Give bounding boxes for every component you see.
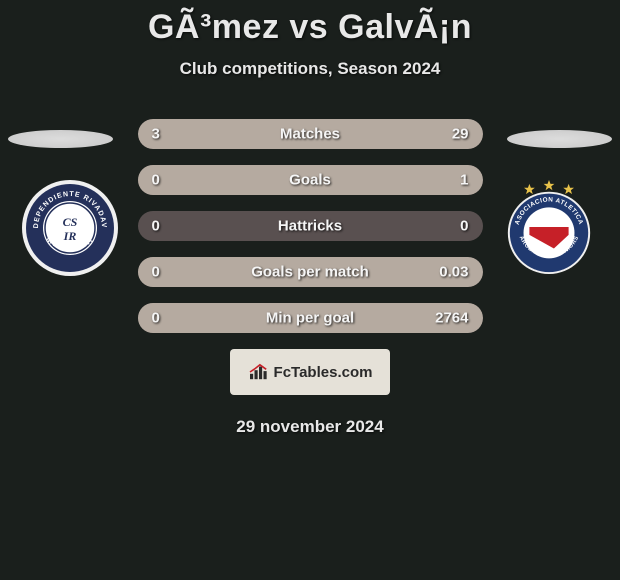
stat-row: 0 Hattricks 0 xyxy=(138,211,483,241)
stat-value-right: 0 xyxy=(460,218,468,235)
stat-row: 0 Goals 1 xyxy=(138,165,483,195)
page-title: GÃ³mez vs GalvÃ¡n xyxy=(0,8,620,47)
stat-value-right: 2764 xyxy=(435,310,468,327)
stat-value-right: 1 xyxy=(460,172,468,189)
subtitle: Club competitions, Season 2024 xyxy=(0,59,620,79)
stat-label: Hattricks xyxy=(278,218,342,235)
footer-date: 29 november 2024 xyxy=(0,417,620,437)
logo-text: FcTables.com xyxy=(274,364,373,381)
stat-value-right: 0.03 xyxy=(439,264,468,281)
stat-row: 3 Matches 29 xyxy=(138,119,483,149)
fctables-logo[interactable]: FcTables.com xyxy=(230,349,390,395)
svg-text:IR: IR xyxy=(63,229,77,243)
stat-value-left: 0 xyxy=(152,310,160,327)
stat-value-left: 0 xyxy=(152,172,160,189)
player-ellipse-right xyxy=(507,130,612,148)
stat-row: 0 Min per goal 2764 xyxy=(138,303,483,333)
player-ellipse-left xyxy=(8,130,113,148)
stat-label: Matches xyxy=(280,126,340,143)
stat-value-left: 0 xyxy=(152,218,160,235)
bar-chart-icon xyxy=(248,363,270,381)
stat-row: 0 Goals per match 0.03 xyxy=(138,257,483,287)
stats-bars: 3 Matches 29 0 Goals 1 0 Hattricks 0 0 Goals per m… xyxy=(138,119,483,333)
stat-label: Goals per match xyxy=(251,264,369,281)
club-badge-right: ASOCIACION ATLETICA ARGENTINOS JUNIORS xyxy=(500,178,598,276)
stat-value-right: 29 xyxy=(452,126,469,143)
stat-value-left: 0 xyxy=(152,264,160,281)
club-badge-left: INDEPENDIENTE RIVADAVIA MENDOZA CS IR xyxy=(20,178,120,278)
stat-label: Min per goal xyxy=(266,310,354,327)
svg-text:CS: CS xyxy=(63,215,78,229)
stat-value-left: 3 xyxy=(152,126,160,143)
stat-label: Goals xyxy=(289,172,331,189)
